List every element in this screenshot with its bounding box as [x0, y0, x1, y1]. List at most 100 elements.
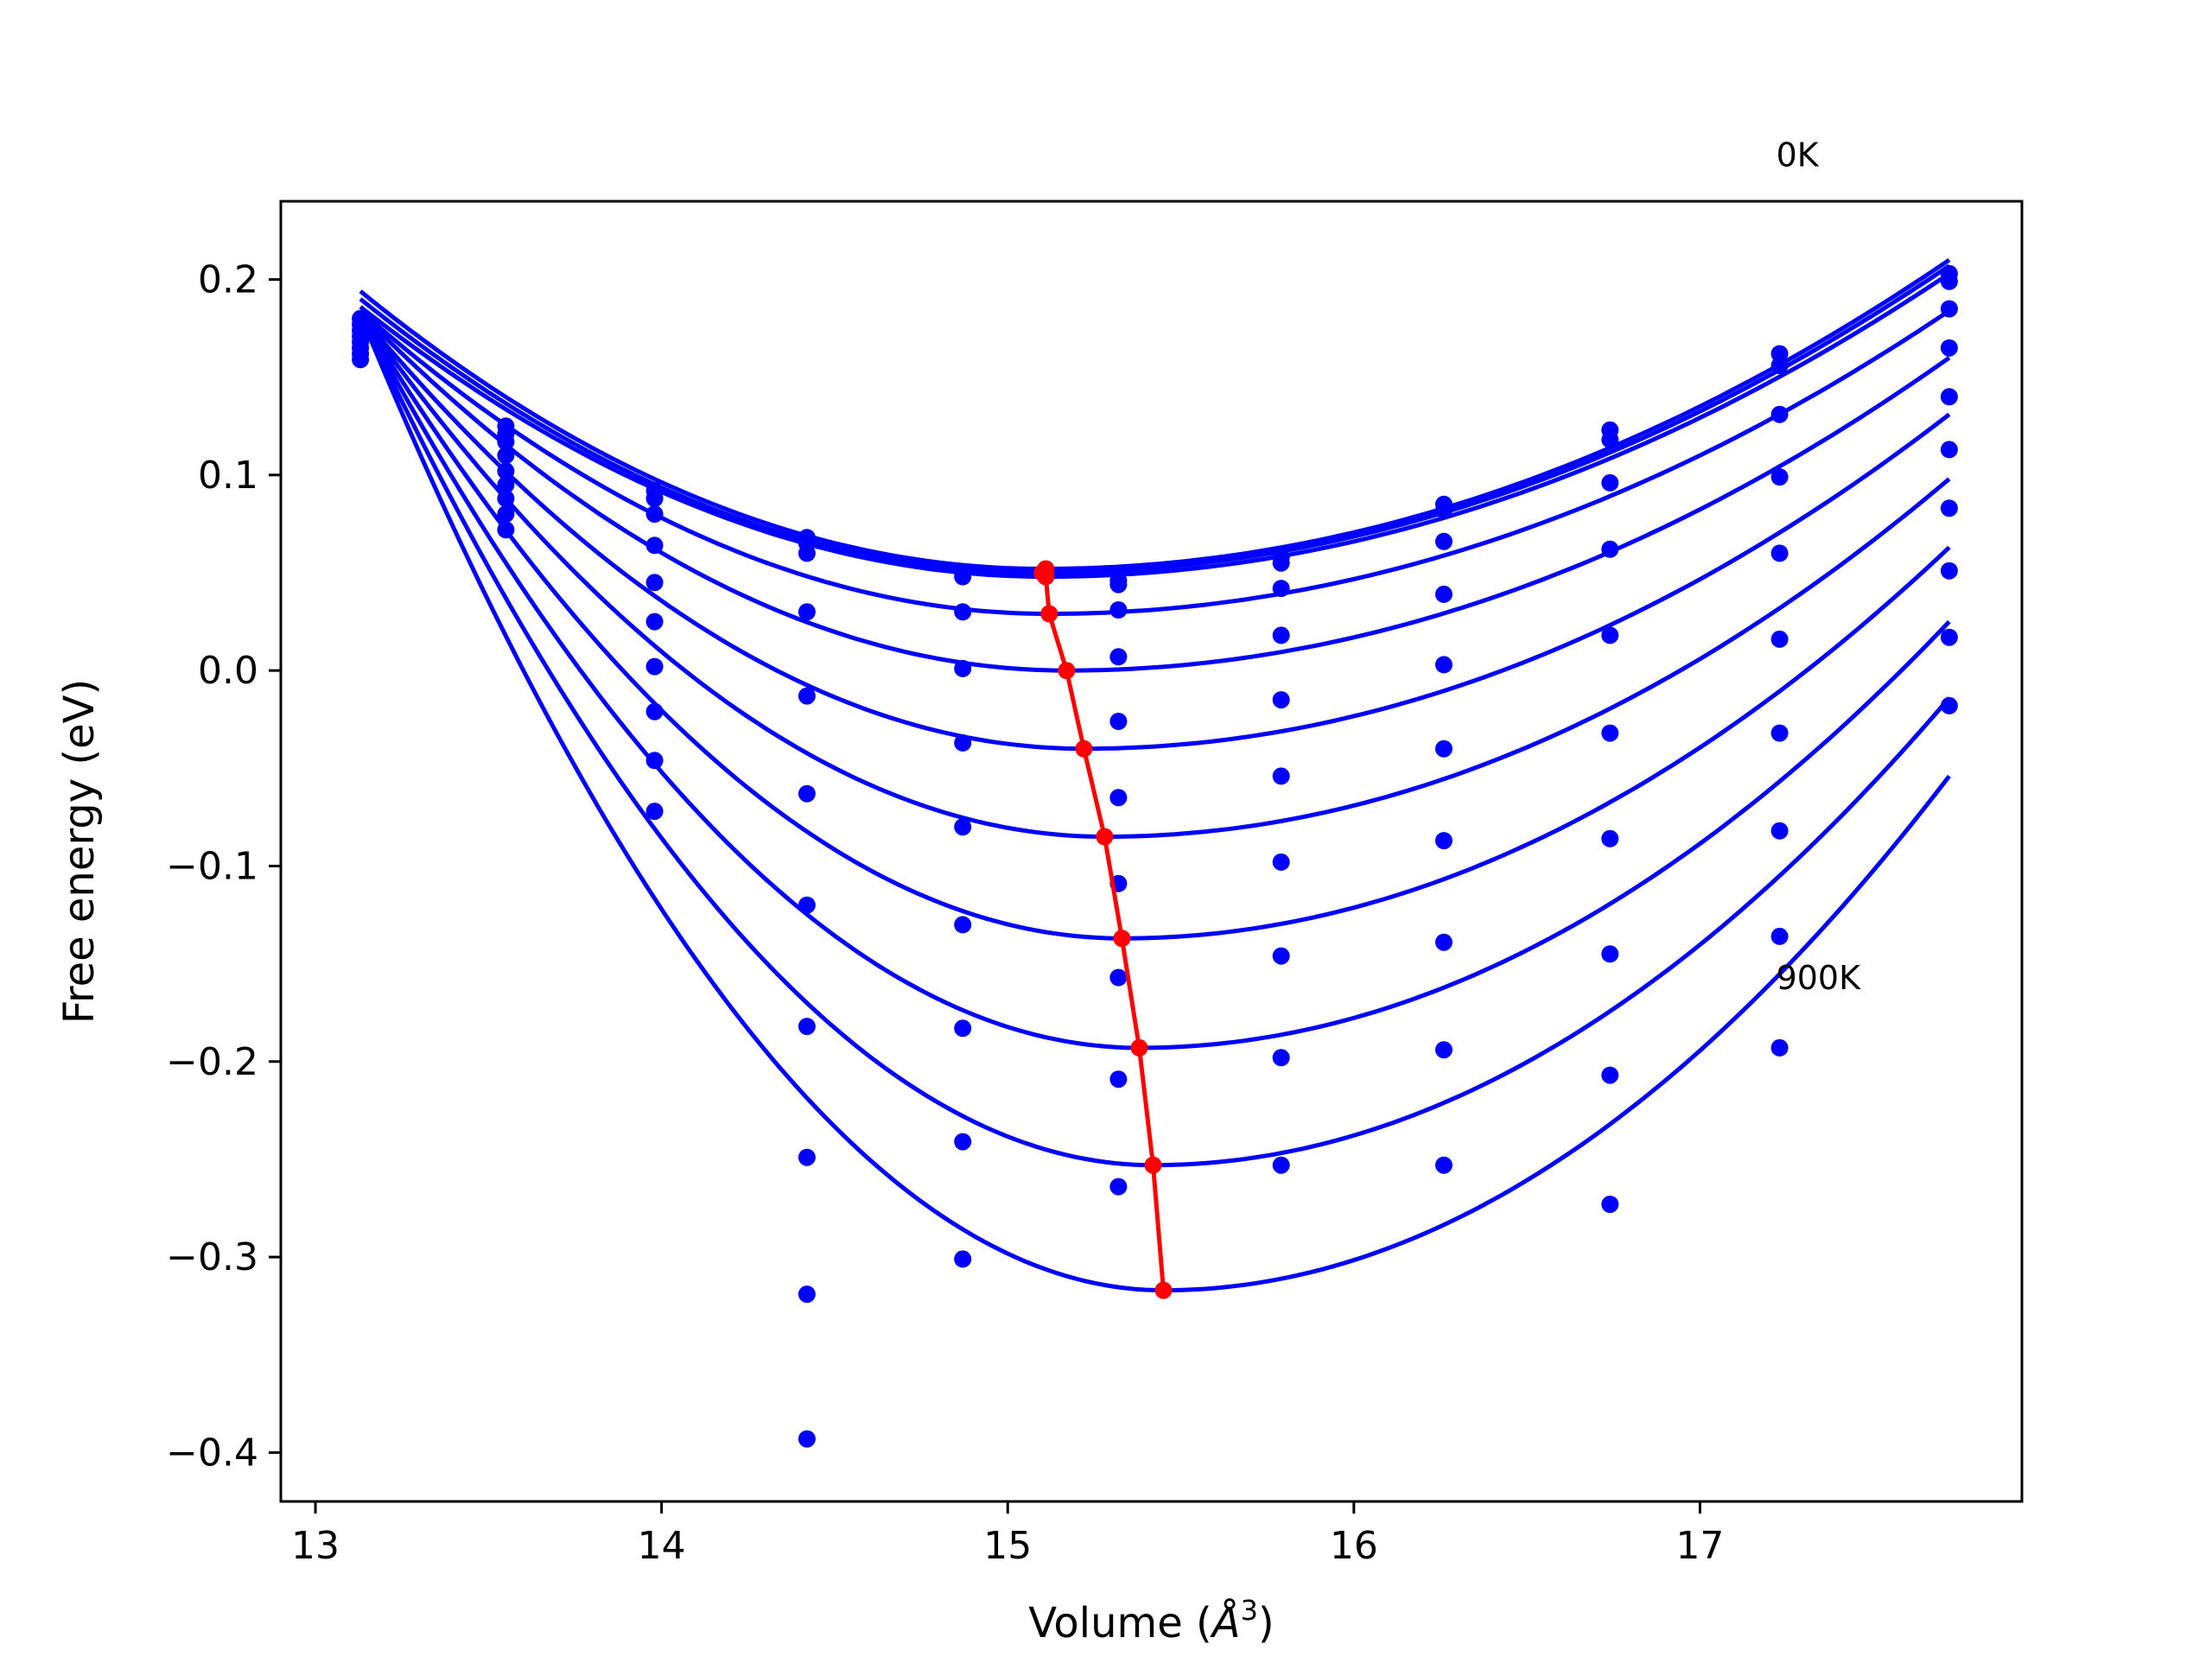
- fit-curve-0: [359, 257, 1951, 571]
- fit-curve-2: [359, 271, 1951, 579]
- data-point: [497, 490, 515, 507]
- minimum-point: [1113, 930, 1131, 948]
- x-axis-title-close: ): [1258, 1599, 1274, 1647]
- annotations: 0K 900K: [1777, 136, 1862, 997]
- data-point: [497, 505, 515, 524]
- data-point: [645, 574, 664, 592]
- x-tick-label: 17: [1675, 1524, 1724, 1568]
- minimum-point: [1040, 605, 1058, 623]
- data-point: [1109, 601, 1128, 619]
- data-point: [497, 476, 515, 494]
- data-point: [954, 659, 972, 677]
- data-point: [1109, 968, 1128, 987]
- data-point: [645, 752, 664, 770]
- data-point: [954, 1133, 972, 1151]
- data-point: [798, 1018, 816, 1036]
- data-point: [1109, 789, 1128, 807]
- data-point: [954, 916, 972, 934]
- data-point: [798, 1430, 816, 1448]
- data-point: [1770, 357, 1789, 375]
- x-axis-title-symbol: Å: [1210, 1598, 1241, 1647]
- data-point: [1940, 300, 1958, 318]
- data-point: [1940, 628, 1958, 646]
- data-point: [645, 803, 664, 821]
- data-point: [1601, 1196, 1619, 1213]
- fit-curve-7: [358, 313, 1951, 941]
- y-tick-label: −0.1: [166, 844, 258, 888]
- data-point: [1272, 1156, 1290, 1174]
- minimum-point: [1154, 1281, 1173, 1299]
- y-tick-label: −0.3: [166, 1235, 258, 1279]
- data-point: [1940, 388, 1958, 406]
- y-axis-ticks: 0.2 0.1 0.0 −0.1 −0.2 −0.3 −0.4: [166, 258, 281, 1475]
- data-point: [1109, 575, 1128, 593]
- data-point: [1435, 501, 1452, 519]
- x-tick-label: 14: [638, 1524, 686, 1568]
- data-point: [1272, 853, 1290, 871]
- x-axis-ticks: 13 14 15 16 17: [291, 1501, 1724, 1568]
- data-point: [1601, 540, 1619, 558]
- y-tick-label: 0.0: [198, 649, 258, 693]
- data-point: [645, 613, 664, 631]
- data-point: [954, 603, 972, 621]
- data-point: [1770, 544, 1789, 562]
- fit-curve-6: [359, 313, 1951, 839]
- data-point: [1272, 626, 1290, 644]
- data-point: [798, 544, 816, 562]
- annotation-label: 0K: [1777, 136, 1820, 174]
- fit-curve-8: [358, 314, 1951, 1050]
- data-point: [1770, 405, 1789, 423]
- data-point: [497, 521, 515, 539]
- x-tick-label: 16: [1330, 1524, 1378, 1568]
- data-point: [1435, 1041, 1452, 1059]
- data-point: [798, 687, 816, 705]
- data-point: [1940, 272, 1958, 290]
- data-point: [1770, 822, 1789, 840]
- fit-curve-10: [358, 314, 1951, 1293]
- data-point: [1435, 832, 1452, 850]
- data-point: [1435, 656, 1452, 674]
- data-point: [798, 603, 816, 621]
- data-point: [645, 657, 664, 676]
- data-point: [1435, 933, 1452, 951]
- data-point: [1940, 499, 1958, 517]
- minima-trace: [1033, 560, 1173, 1299]
- data-point: [1601, 945, 1619, 963]
- data-point: [954, 568, 972, 586]
- data-point: [1272, 580, 1290, 598]
- data-point: [954, 1250, 972, 1268]
- data-point: [798, 1285, 816, 1304]
- data-point: [1272, 1049, 1290, 1067]
- data-point: [645, 490, 664, 507]
- data-point: [798, 784, 816, 803]
- data-point: [1109, 713, 1128, 730]
- fit-curve-5: [359, 313, 1951, 752]
- minimum-point: [1075, 739, 1093, 758]
- fit-curve-1: [359, 263, 1951, 575]
- data-point: [497, 447, 515, 465]
- x-tick-label: 13: [291, 1524, 340, 1568]
- data-point: [1940, 339, 1958, 357]
- fit-curve-3: [359, 308, 1951, 616]
- plot-frame: [279, 200, 2024, 1503]
- y-tick-label: −0.4: [166, 1431, 258, 1475]
- data-point: [1435, 585, 1452, 603]
- data-point: [798, 896, 816, 914]
- y-tick-label: 0.2: [198, 258, 258, 302]
- data-point: [1940, 562, 1958, 580]
- data-point: [497, 462, 515, 480]
- data-point: [954, 1019, 972, 1038]
- data-point: [1601, 829, 1619, 847]
- x-axis-title-superscript: 3: [1241, 1594, 1258, 1627]
- data-point: [497, 433, 515, 451]
- y-tick-label: 0.1: [198, 454, 258, 498]
- annotation-label: 900K: [1777, 959, 1862, 997]
- minimum-point: [1058, 662, 1076, 680]
- y-tick-label: −0.2: [166, 1040, 258, 1084]
- data-point: [954, 818, 972, 836]
- data-point: [1435, 532, 1452, 550]
- data-point: [645, 505, 664, 524]
- data-point: [1435, 739, 1452, 758]
- data-point: [1272, 554, 1290, 572]
